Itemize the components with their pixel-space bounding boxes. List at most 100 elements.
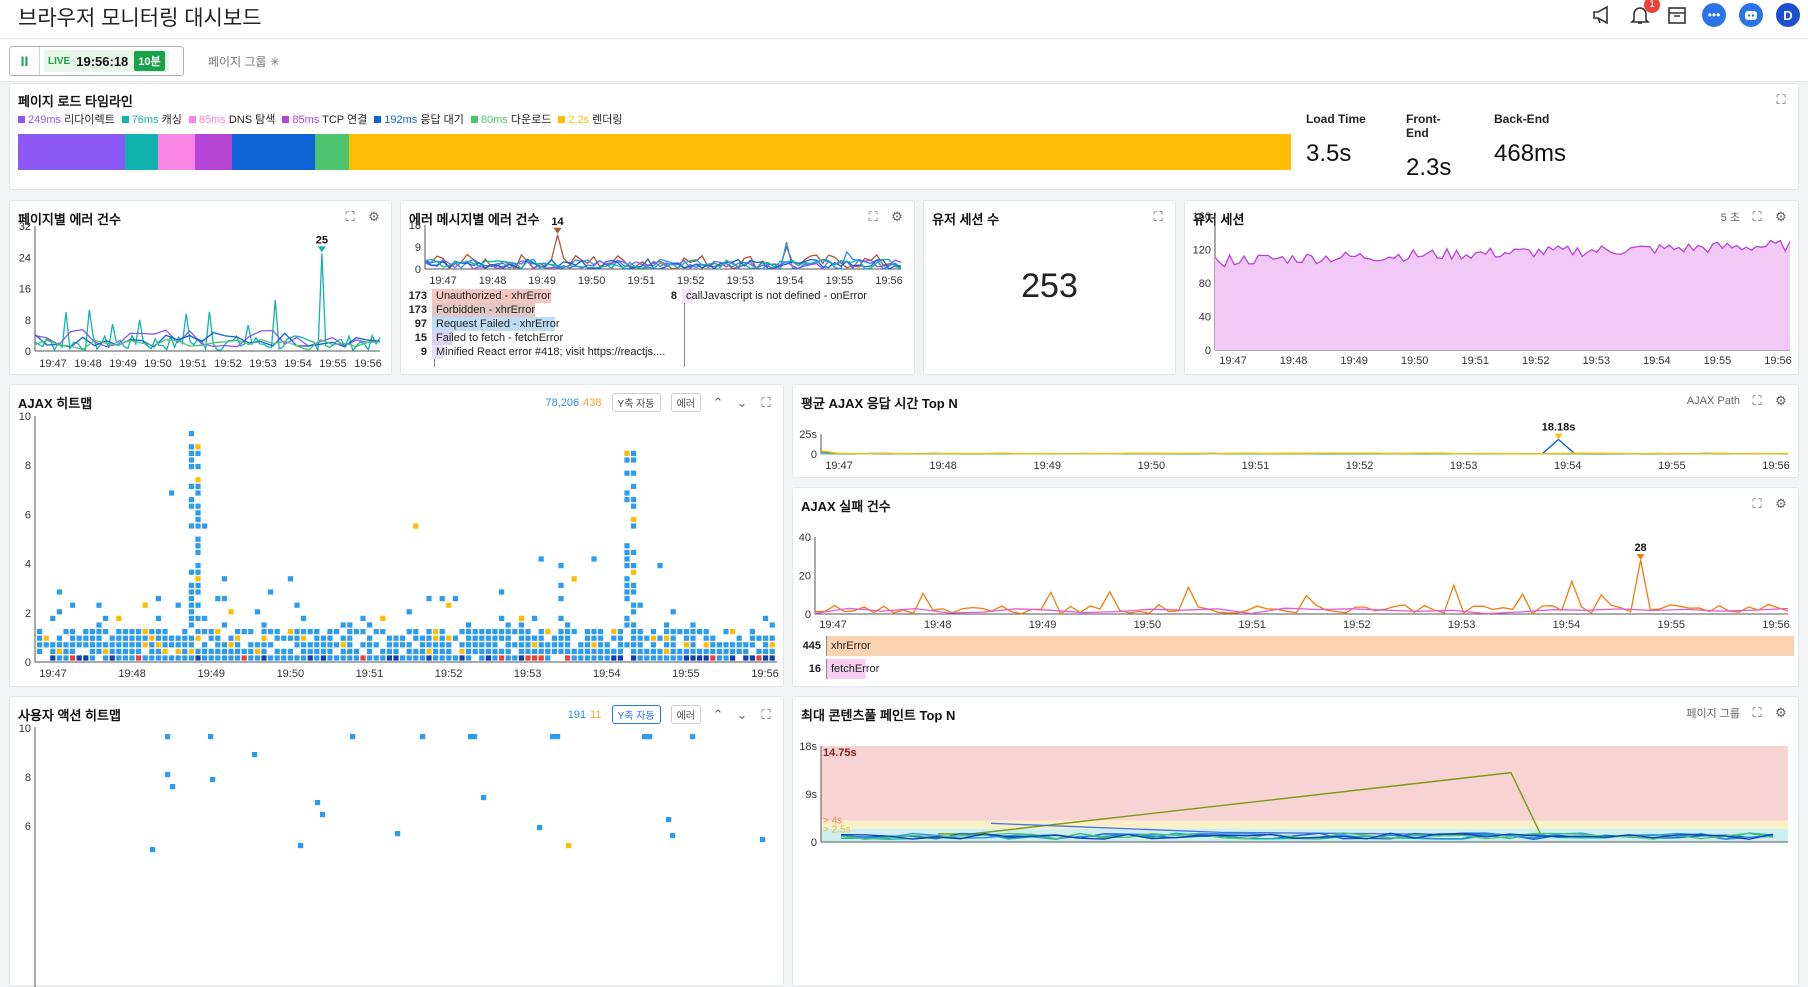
timeline-segment[interactable] [124,134,159,170]
user-sessions-chart: 0 40 80 120 160 19:47 19:48 19:49 19:50 19:51 19:5… [1193,211,1792,367]
ajax-heatmap-chart[interactable]: 0 2 4 6 8 10 19:47 19:48 19:49 19:50 19:51 19:52 19:… [10,385,785,688]
expand-icon[interactable]: ⛶ [1776,92,1786,107]
expand-icon[interactable]: ⛶ [1752,209,1762,224]
heatmap-cell [631,450,637,456]
timeline-legend: 249ms 리다이렉트 76ms 캐싱 85ms DNS 탐색 85ms TCP 연결… [18,111,623,127]
gear-icon[interactable]: ⚙ [1775,705,1787,720]
y-tick-label: 2 [25,608,31,620]
timeline-segment[interactable] [158,134,195,170]
heatmap-cell [459,655,465,661]
heatmap-cell [136,648,142,654]
gear-icon[interactable]: ⚙ [1775,496,1787,511]
chevron-down-icon[interactable]: ⌄ [736,706,748,722]
expand-icon[interactable]: ⛶ [761,394,771,410]
y-tick-label: 16 [19,284,31,296]
metric-back-end: Back-End 468ms [1494,112,1567,167]
heatmap-cell [334,629,340,635]
list-item[interactable]: 8 callJavascript is not defined - onError [653,289,867,303]
expand-icon[interactable]: ⛶ [1752,496,1762,511]
heatmap-cell [122,648,128,654]
gear-icon[interactable]: ⚙ [1775,393,1787,408]
error-filter-button[interactable]: 에러 [670,705,701,724]
live-control[interactable]: II LIVE 19:56:18 10분 [9,46,184,76]
pause-button[interactable]: II [10,47,40,75]
heatmap-cell [393,635,399,641]
heatmap-cell [367,635,373,641]
heatmap-cell [89,655,95,661]
expand-icon[interactable]: ⛶ [1752,393,1762,408]
gear-icon[interactable]: ⚙ [368,209,380,224]
list-item[interactable]: 173 Unauthorized - xhrError [403,289,551,303]
legend-label: 캐싱 [158,114,182,126]
timeline-segment[interactable] [194,134,232,170]
chevron-up-icon[interactable]: ⌃ [712,394,724,410]
heatmap-cell [195,483,201,489]
bell-icon[interactable]: 1 [1628,0,1660,27]
ajax-failures-title: AJAX 실패 건수 [801,499,891,514]
heatmap-cell [83,629,89,635]
heatmap-cell [631,635,637,641]
heatmap-cell [518,655,524,661]
expand-icon[interactable]: ⛶ [868,209,878,224]
page-group-filter[interactable]: 페이지 그룹 ✳ [208,55,280,69]
heatmap-cell [254,609,260,615]
legend-label: 다운로드 [507,114,552,126]
timeline-segment[interactable] [348,134,1291,170]
heatmap-cell [380,648,386,654]
megaphone-icon[interactable] [1591,3,1615,27]
timeline-segment[interactable] [18,134,125,170]
list-item[interactable]: 97 Request Failed - xhrError [403,317,560,331]
heatmap-cell [406,655,412,661]
ajax-path-selector[interactable]: AJAX Path [1686,395,1740,407]
heatmap-cell [202,655,208,661]
list-item[interactable]: 15 Failed to fetch - fetchError [403,331,564,345]
chevron-up-icon[interactable]: ⌃ [712,706,724,722]
y-axis-auto-button[interactable]: Y축 자동 [611,393,661,412]
heatmap-cell [340,648,346,654]
user-action-heatmap-chart[interactable]: 6 8 10 [10,697,785,987]
heatmap-cell [624,470,630,476]
interval-label[interactable]: 5 초 [1720,212,1740,224]
list-item[interactable]: 16 fetchError [797,659,946,679]
timeline-segment[interactable] [231,134,315,170]
heatmap-cell [320,635,326,641]
heatmap-cell [188,444,194,450]
expand-icon[interactable]: ⛶ [1752,705,1762,720]
heatmap-cell [221,596,227,602]
chat-icon[interactable]: ••• [1702,3,1726,27]
y-tick-label: 160 [1193,211,1211,223]
heatmap-cell [373,642,379,648]
bot-icon[interactable] [1739,3,1763,27]
heatmap-cell [195,576,201,582]
heatmap-cell [439,642,445,648]
gear-icon[interactable]: ⚙ [891,209,903,224]
heatmap-cell [419,642,425,648]
y-axis-auto-button[interactable]: Y축 자동 [611,705,661,724]
error-filter-button[interactable]: 에러 [670,393,701,412]
expand-icon[interactable]: ⛶ [761,706,771,722]
heatmap-cell [103,648,109,654]
heatmap-cell [96,622,102,628]
heatmap-cell [756,648,762,654]
expand-icon[interactable]: ⛶ [345,209,355,224]
list-item[interactable]: 9 Minified React error #418; visit https:… [403,345,666,359]
error-messages-title: 에러 메시지별 에러 건수 [409,212,540,227]
avatar[interactable]: D [1776,3,1800,27]
legend-item: 249ms 리다이렉트 [18,111,115,127]
heatmap-cell [624,576,630,582]
list-item[interactable]: 173 Forbidden - xhrError [403,303,536,317]
error-messages-chart: 0 9 18 19:47 19:48 19:49 19:50 19:51 19:52 19:53 1… [409,216,903,287]
legend-label: 응답 대기 [417,114,464,126]
calendar-icon[interactable] [1665,3,1689,27]
expand-icon[interactable]: ⛶ [1153,209,1163,224]
heatmap-cell [591,635,597,641]
gear-icon[interactable]: ⚙ [1775,209,1787,224]
heatmap-cell [215,648,221,654]
time-range-badge[interactable]: 10분 [134,51,165,71]
list-item[interactable]: 445 xhrError [797,636,1794,656]
heatmap-cell [518,642,524,648]
page-group-selector[interactable]: 페이지 그룹 [1686,708,1740,720]
heatmap-cell [472,629,478,635]
chevron-down-icon[interactable]: ⌄ [736,394,748,410]
timeline-segment[interactable] [314,134,349,170]
